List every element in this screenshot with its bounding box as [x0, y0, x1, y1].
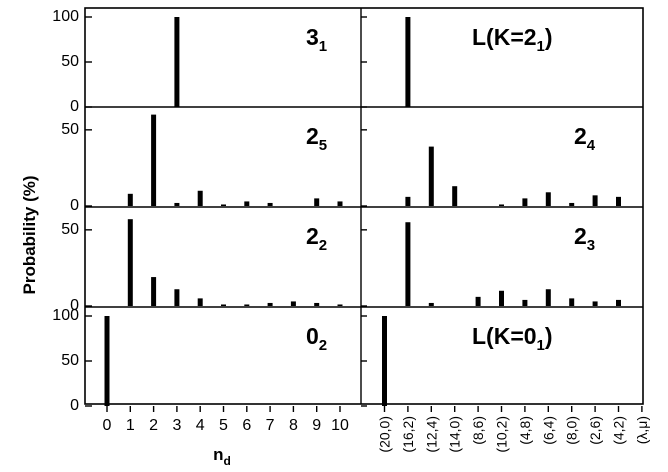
x-tick-label-left: 1	[126, 417, 135, 434]
panel-label-right: 24	[574, 123, 596, 154]
y-tick-label: 50	[61, 121, 79, 138]
panel-label-left: 02	[306, 323, 327, 354]
bar-left-row3	[197, 298, 203, 306]
x-tick-label-right: (6,4)	[540, 416, 556, 445]
y-axis-title: Probability (%)	[20, 175, 39, 294]
panel-label-left: 25	[306, 123, 327, 154]
y-tick-label: 100	[52, 307, 79, 324]
bar-right-row3	[545, 289, 551, 306]
bar-right-row3	[616, 299, 621, 306]
bar-left-row2	[244, 201, 250, 206]
bar-right-row2	[592, 195, 598, 206]
x-tick-label-right: (16,2)	[400, 416, 416, 453]
bar-left-row2	[267, 202, 273, 206]
bar-left-row3	[267, 302, 273, 306]
bar-right-row2	[405, 196, 411, 206]
panel-label-right: 23	[574, 223, 595, 254]
panel-label-left: 22	[306, 223, 327, 254]
bar-right-row2	[499, 204, 504, 206]
bar-right-row1	[405, 17, 411, 107]
bar-left-row3	[290, 301, 296, 306]
x-tick-label-left: 3	[172, 417, 181, 434]
panel-labels-layer: 31 L(K=21) 25 24 22 23 02 L(K=01)	[306, 24, 596, 354]
bar-left-row3	[127, 219, 133, 306]
bar-right-row3	[522, 299, 528, 306]
x-tick-label-right: (10,2)	[494, 416, 510, 453]
bar-right-row3	[569, 298, 575, 306]
x-tick-label-right: (4,8)	[517, 416, 533, 445]
x-tick-label-right: (2,6)	[587, 416, 603, 445]
y-tick-label: 50	[61, 352, 79, 369]
y-tick-label: 0	[70, 197, 79, 214]
x-tick-label-left: 6	[242, 417, 251, 434]
x-tick-label-left: 10	[331, 417, 349, 434]
y-tick-label: 0	[70, 297, 79, 314]
bar-right-row2	[522, 198, 528, 206]
bar-left-row2	[337, 201, 343, 206]
bar-right-row2	[452, 186, 458, 206]
x-axis-title-left: nd	[213, 445, 231, 468]
y-tick-label: 100	[52, 8, 79, 25]
bar-right-row4	[382, 316, 387, 406]
bar-left-row3	[174, 289, 180, 306]
x-tick-label-right: (20,0)	[377, 416, 393, 453]
bar-left-row3	[151, 277, 157, 306]
bar-left-row3	[244, 304, 250, 306]
bar-right-row2	[569, 202, 575, 206]
bar-right-row2	[545, 192, 551, 206]
y-tick-label: 0	[70, 397, 79, 414]
x-tick-label-left: 5	[219, 417, 228, 434]
x-tick-label-left: 0	[103, 417, 112, 434]
x-tick-label-left: 2	[149, 417, 158, 434]
bar-right-row2	[428, 146, 434, 206]
bar-left-row2	[197, 190, 203, 206]
bar-right-row3	[405, 222, 411, 306]
bar-left-row4	[104, 316, 110, 406]
x-tick-label-right: (14,0)	[447, 416, 463, 453]
y-tick-label: 0	[70, 98, 79, 115]
y-tick-label: 50	[61, 221, 79, 238]
bar-left-row2	[221, 204, 226, 206]
x-tick-label-right: (4,2)	[611, 416, 627, 445]
bar-left-row2	[151, 114, 157, 206]
bar-right-row3	[499, 290, 504, 306]
x-tick-label-right: (8,6)	[470, 416, 486, 445]
panel-label-right: L(K=21)	[472, 24, 553, 55]
bar-left-row1	[174, 17, 180, 107]
bars-layer	[104, 17, 621, 406]
bar-right-row3	[475, 296, 481, 306]
x-tick-label-right: (8,0)	[564, 416, 580, 445]
bar-left-row3	[314, 302, 320, 306]
panel-label-left: 31	[306, 24, 327, 55]
bar-left-row3	[221, 304, 226, 306]
x-tick-label-left: 7	[266, 417, 275, 434]
bar-left-row2	[127, 193, 133, 206]
x-tick-label-left: 9	[312, 417, 321, 434]
x-tick-label-left: 4	[196, 417, 205, 434]
bar-left-row2	[314, 198, 320, 206]
bar-right-row3	[428, 302, 434, 306]
bar-right-row3	[592, 301, 598, 306]
x-tick-label-right: (λ,μ)	[634, 416, 650, 444]
bar-right-row2	[616, 196, 621, 206]
x-tick-label-right: (12,4)	[423, 416, 439, 453]
x-tick-label-left: 8	[289, 417, 298, 434]
panel-label-right: L(K=01)	[472, 323, 553, 354]
bar-left-row2	[174, 202, 180, 206]
bar-left-row3	[337, 304, 343, 306]
y-tick-label: 50	[61, 53, 79, 70]
